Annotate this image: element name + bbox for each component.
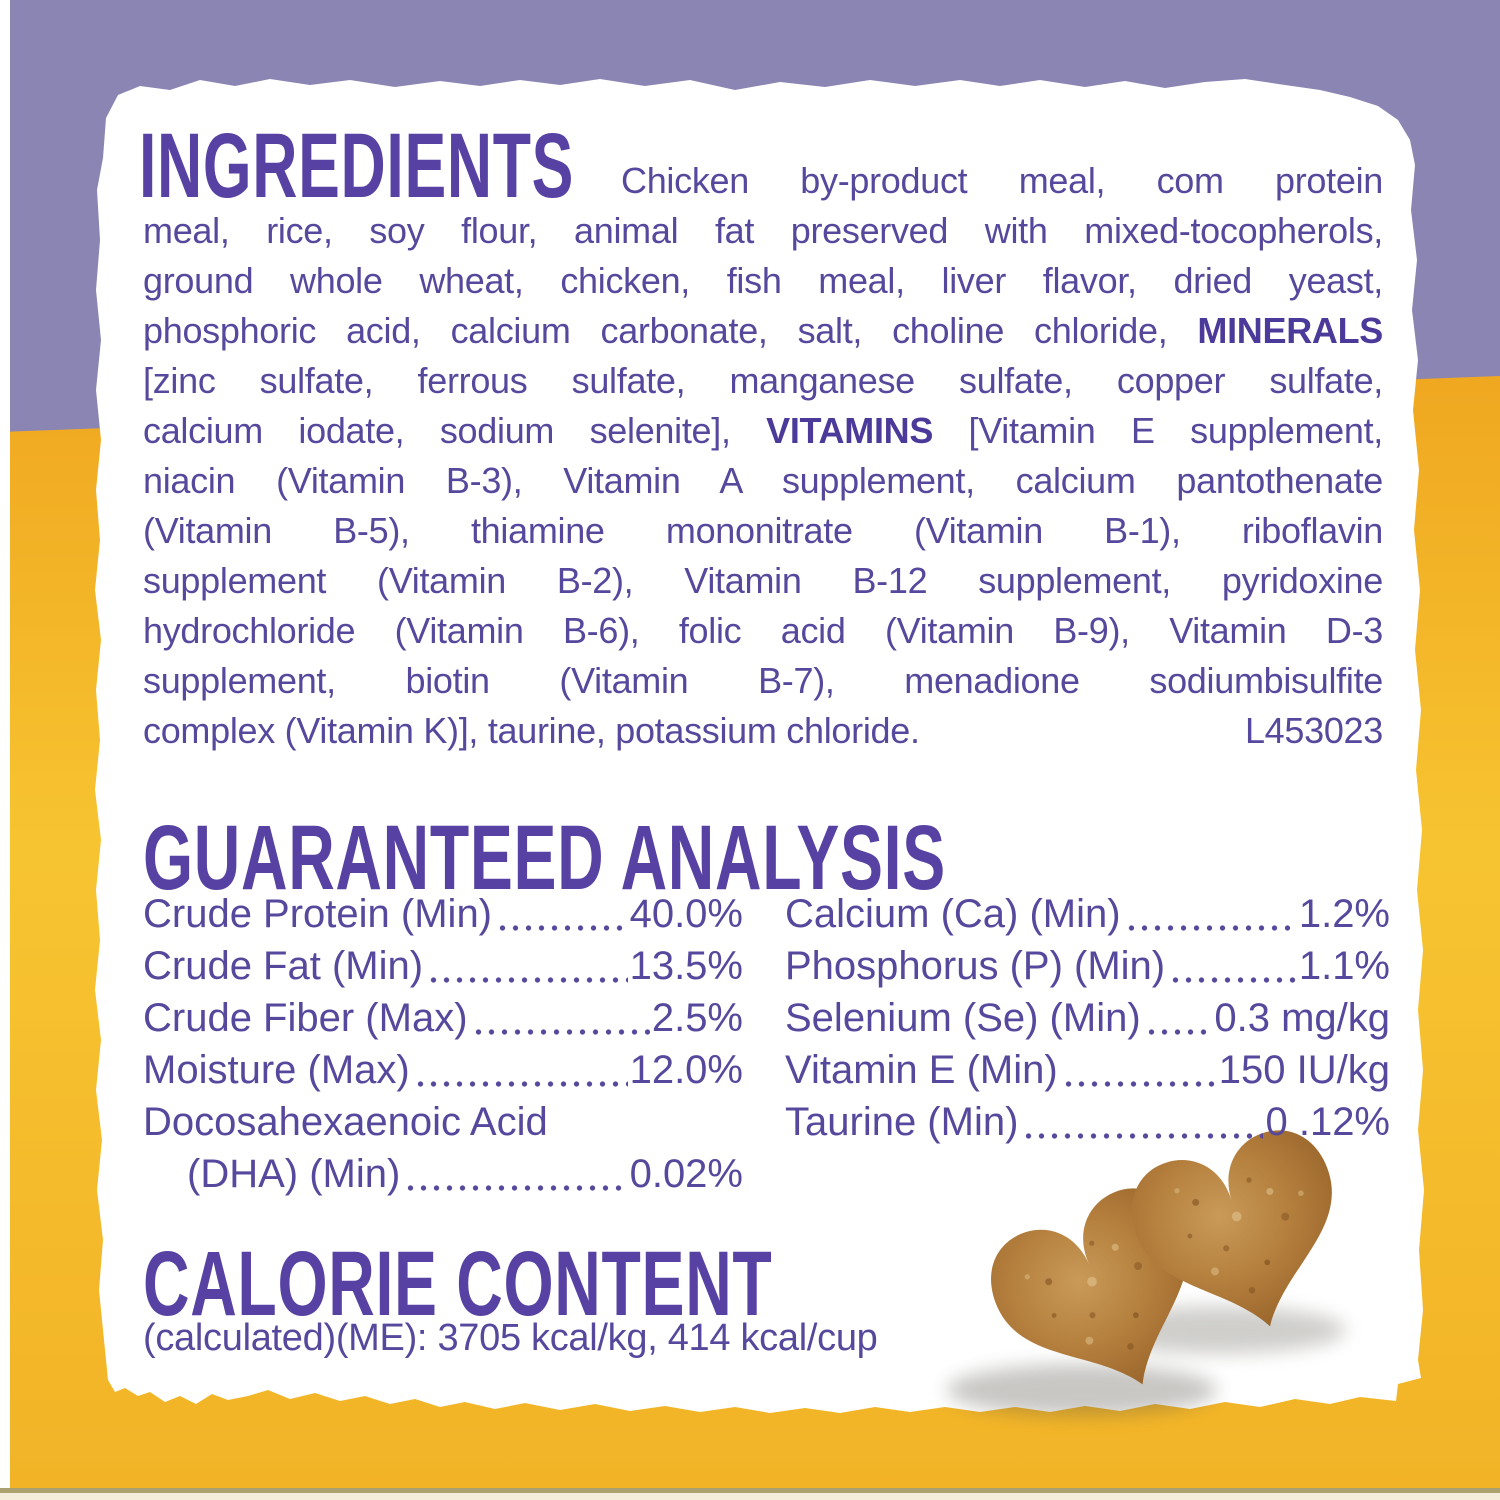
ingredients-last-text: complex (Vitamin K)], taurine, potassium…	[143, 710, 920, 751]
guaranteed-analysis-heading: GUARANTEED ANALYSIS	[143, 807, 946, 909]
analysis-value: 12.0%	[629, 1048, 743, 1092]
analysis-label: Vitamin E (Min)	[785, 1048, 1058, 1092]
analysis-value: 150 IU/kg	[1218, 1048, 1390, 1092]
dot-leader	[425, 946, 628, 986]
ingredients-text: calcium iodate, sodium selenite],	[143, 410, 767, 451]
lot-code: L453023	[1244, 710, 1383, 751]
ingredients-line: calcium iodate, sodium selenite], VITAMI…	[143, 406, 1383, 456]
ingredients-line: supplement (Vitamin B-2), Vitamin B-12 s…	[143, 556, 1383, 606]
analysis-label: Calcium (Ca) (Min)	[785, 892, 1121, 936]
bottom-strip	[0, 1493, 1500, 1500]
ingredients-paragraph: Chicken by-product meal, com protein meal…	[143, 124, 1383, 706]
analysis-value: 0.3 mg/kg	[1214, 996, 1390, 1040]
ingredients-line: [zinc sulfate, ferrous sulfate, manganes…	[143, 356, 1383, 406]
analysis-label: Phosphorus (P) (Min)	[785, 944, 1166, 988]
guaranteed-analysis-section: GUARANTEED ANALYSIS Crude Protein (Min) 4…	[143, 812, 1390, 1232]
ingredients-text: meal, rice, soy flour, animal fat preser…	[143, 210, 1383, 251]
ingredients-text: supplement (Vitamin B-2), Vitamin B-12 s…	[143, 560, 1383, 601]
analysis-row: Calcium (Ca) (Min) 1.2%	[785, 888, 1390, 940]
bottom-line	[0, 1488, 1500, 1493]
dot-leader	[411, 1050, 628, 1090]
analysis-column-right: Calcium (Ca) (Min) 1.2% Phosphorus (P) (Mi…	[785, 888, 1390, 1148]
ingredients-text: phosphoric acid, calcium carbonate, salt…	[143, 310, 1198, 351]
kibble-shadow	[947, 1364, 1217, 1416]
analysis-row: Selenium (Se) (Min) 0.3 mg/kg	[785, 992, 1390, 1044]
dot-leader	[494, 894, 628, 934]
ingredients-text: [Vitamin E supplement,	[933, 410, 1384, 451]
dot-leader	[1020, 1102, 1264, 1142]
analysis-label: (DHA) (Min)	[187, 1152, 401, 1196]
analysis-row: Crude Fiber (Max) 2.5%	[143, 992, 743, 1044]
dot-leader	[1122, 894, 1297, 934]
analysis-label: Selenium (Se) (Min)	[785, 996, 1141, 1040]
analysis-value: 2.5%	[651, 996, 743, 1040]
analysis-row: Docosahexaenoic Acid	[143, 1096, 743, 1148]
analysis-label: Crude Fat (Min)	[143, 944, 424, 988]
left-edge-strip	[0, 0, 10, 1490]
analysis-label: Taurine (Min)	[785, 1100, 1019, 1144]
analysis-value: 0 .12%	[1265, 1100, 1390, 1144]
dot-leader	[402, 1154, 628, 1194]
dot-leader	[1142, 998, 1213, 1038]
ingredients-heading: INGREDIENTS	[139, 115, 575, 217]
analysis-label: Crude Protein (Min)	[143, 892, 493, 936]
ingredients-text: ground whole wheat, chicken, fish meal, …	[143, 260, 1383, 301]
ingredients-line: ground whole wheat, chicken, fish meal, …	[143, 256, 1383, 306]
analysis-value: 1.2%	[1298, 892, 1390, 936]
analysis-row: Crude Fat (Min) 13.5%	[143, 940, 743, 992]
calorie-content-section: CALORIE CONTENT (calculated)(ME): 3705 k…	[143, 1238, 1043, 1360]
ingredients-text: (Vitamin B-5), thiamine mononitrate (Vit…	[143, 510, 1383, 551]
analysis-row: Phosphorus (P) (Min) 1.1%	[785, 940, 1390, 992]
ingredients-line: meal, rice, soy flour, animal fat preser…	[143, 206, 1383, 256]
ingredients-line: supplement, biotin (Vitamin B-7), menadi…	[143, 656, 1383, 706]
analysis-column-left: Crude Protein (Min) 40.0% Crude Fat (Min) 1…	[143, 888, 743, 1200]
analysis-row: Taurine (Min) 0 .12%	[785, 1096, 1390, 1148]
calorie-content-detail: (calculated)(ME): 3705 kcal/kg, 414 kcal…	[143, 1317, 878, 1359]
analysis-value: 13.5%	[629, 944, 743, 988]
ingredients-last-line: complex (Vitamin K)], taurine, potassium…	[143, 706, 1383, 756]
ingredients-text: Chicken by-product meal, com protein	[621, 160, 1383, 201]
ingredients-bold-term: VITAMINS	[766, 410, 934, 451]
ingredients-text: niacin (Vitamin B-3), Vitamin A suppleme…	[143, 460, 1383, 501]
dot-leader	[1059, 1050, 1217, 1090]
analysis-value: 0.02%	[629, 1152, 743, 1196]
ingredients-line: phosphoric acid, calcium carbonate, salt…	[143, 306, 1383, 356]
ingredients-text: [zinc sulfate, ferrous sulfate, manganes…	[143, 360, 1383, 401]
analysis-label: Crude Fiber (Max)	[143, 996, 468, 1040]
analysis-label: Docosahexaenoic Acid	[143, 1100, 548, 1144]
analysis-value: 40.0%	[629, 892, 743, 936]
ingredients-bold-term: MINERALS	[1197, 310, 1383, 351]
ingredients-line: (Vitamin B-5), thiamine mononitrate (Vit…	[143, 506, 1383, 556]
ingredients-line: hydrochloride (Vitamin B-6), folic acid …	[143, 606, 1383, 656]
analysis-row: (DHA) (Min) 0.02%	[143, 1148, 743, 1200]
analysis-label: Moisture (Max)	[143, 1048, 410, 1092]
dot-leader	[1167, 946, 1297, 986]
analysis-row: Moisture (Max) 12.0%	[143, 1044, 743, 1096]
analysis-row: Vitamin E (Min) 150 IU/kg	[785, 1044, 1390, 1096]
ingredients-text: hydrochloride (Vitamin B-6), folic acid …	[143, 610, 1383, 651]
analysis-value: 1.1%	[1298, 944, 1390, 988]
ingredients-text: supplement, biotin (Vitamin B-7), menadi…	[143, 660, 1383, 701]
dot-leader	[469, 998, 650, 1038]
ingredients-section: INGREDIENTS Chicken by-product meal, com…	[139, 120, 1383, 756]
analysis-row: Crude Protein (Min) 40.0%	[143, 888, 743, 940]
ingredients-line: niacin (Vitamin B-3), Vitamin A suppleme…	[143, 456, 1383, 506]
ingredients-line: Chicken by-product meal, com protein	[143, 156, 1383, 206]
kibble-photo	[947, 1117, 1367, 1426]
calorie-content-heading: CALORIE CONTENT	[143, 1233, 773, 1335]
